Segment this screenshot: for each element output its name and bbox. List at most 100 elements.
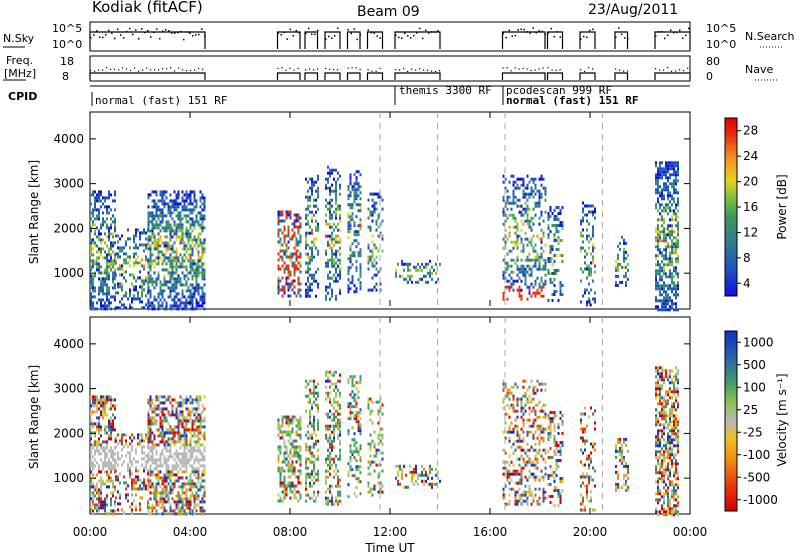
heat-cell — [123, 306, 125, 309]
heat-cell — [348, 284, 350, 287]
heat-cell — [657, 284, 659, 287]
heat-cell — [368, 404, 370, 407]
heat-cell — [401, 474, 403, 477]
heat-cell — [307, 431, 309, 434]
heat-cell — [158, 256, 160, 259]
heat-cell — [176, 449, 178, 452]
heat-cell — [305, 500, 307, 503]
heat-cell — [202, 506, 204, 509]
heat-cell — [298, 268, 300, 271]
heat-cell — [659, 218, 661, 221]
heat-cell — [407, 269, 409, 272]
heat-cell — [677, 275, 679, 278]
noise-search-point — [682, 37, 684, 39]
heat-cell — [288, 271, 290, 274]
heat-cell — [380, 488, 382, 491]
heat-cell — [117, 433, 119, 436]
heat-cell — [325, 250, 327, 253]
heat-cell — [582, 235, 584, 238]
heat-cell — [110, 265, 112, 268]
heat-cell — [114, 503, 116, 506]
heat-cell — [200, 295, 202, 298]
heat-cell — [298, 470, 300, 473]
heat-cell — [194, 205, 196, 208]
noise-search-point — [377, 35, 379, 37]
heat-cell — [147, 472, 149, 475]
heat-cell — [106, 473, 108, 476]
heat-cell — [329, 440, 331, 443]
heat-cell — [586, 235, 588, 238]
heat-cell — [119, 502, 121, 505]
colorbar-tick-label: 12 — [743, 225, 758, 239]
nave-point — [527, 68, 528, 69]
heat-cell — [188, 247, 190, 250]
heat-cell — [382, 437, 384, 440]
heat-cell — [317, 407, 319, 410]
colorbar-tick-label: 28 — [743, 124, 758, 138]
heat-cell — [337, 280, 339, 283]
heat-cell — [135, 279, 137, 282]
heat-cell — [425, 275, 427, 278]
heat-cell — [348, 483, 350, 486]
heat-cell — [184, 428, 186, 431]
heat-cell — [335, 386, 337, 389]
heat-cell — [360, 209, 362, 212]
heat-cell — [358, 480, 360, 483]
heat-cell — [160, 286, 162, 289]
heat-cell — [184, 259, 186, 262]
heat-cell — [188, 301, 190, 304]
heat-cell — [194, 196, 196, 199]
heat-cell — [556, 272, 558, 275]
heat-cell — [296, 244, 298, 247]
nave-point — [659, 69, 660, 70]
heat-cell — [129, 442, 131, 445]
heat-cell — [121, 442, 123, 445]
heat-cell — [145, 484, 147, 487]
heat-cell — [112, 404, 114, 407]
heat-cell — [204, 449, 206, 452]
heat-cell — [190, 271, 192, 274]
heat-cell — [665, 173, 667, 176]
heat-cell — [154, 244, 156, 247]
heat-cell — [545, 199, 547, 202]
heat-cell — [139, 439, 141, 442]
heat-cell — [282, 461, 284, 464]
heat-cell — [288, 476, 290, 479]
heat-cell — [108, 434, 110, 437]
noise-search-point — [334, 35, 336, 37]
heat-cell — [354, 290, 356, 293]
heat-cell — [125, 258, 127, 261]
heat-cell — [358, 251, 360, 254]
heat-cell — [162, 407, 164, 410]
heat-cell — [278, 268, 280, 271]
heat-cell — [675, 170, 677, 173]
heat-cell — [356, 188, 358, 191]
heat-cell — [200, 259, 202, 262]
heat-cell — [204, 473, 206, 476]
heat-cell — [182, 497, 184, 500]
heat-cell — [399, 468, 401, 471]
noise-search-point — [123, 37, 125, 39]
heat-cell — [152, 280, 154, 283]
heat-cell — [182, 289, 184, 292]
heat-cell — [166, 214, 168, 217]
heat-cell — [300, 494, 302, 497]
heat-cell — [329, 500, 331, 503]
heat-cell — [102, 464, 104, 467]
heat-cell — [176, 295, 178, 298]
heat-cell — [368, 199, 370, 202]
heat-cell — [200, 509, 202, 512]
heat-cell — [110, 416, 112, 419]
heat-cell — [110, 437, 112, 440]
heat-cell — [176, 232, 178, 235]
heat-cell — [92, 473, 94, 476]
heat-cell — [521, 280, 523, 283]
heat-cell — [311, 461, 313, 464]
heat-cell — [329, 467, 331, 470]
heat-cell — [667, 296, 669, 299]
heat-cell — [663, 302, 665, 305]
heat-cell — [182, 422, 184, 425]
heat-cell — [164, 274, 166, 277]
heat-cell — [374, 205, 376, 208]
heat-cell — [655, 245, 657, 248]
